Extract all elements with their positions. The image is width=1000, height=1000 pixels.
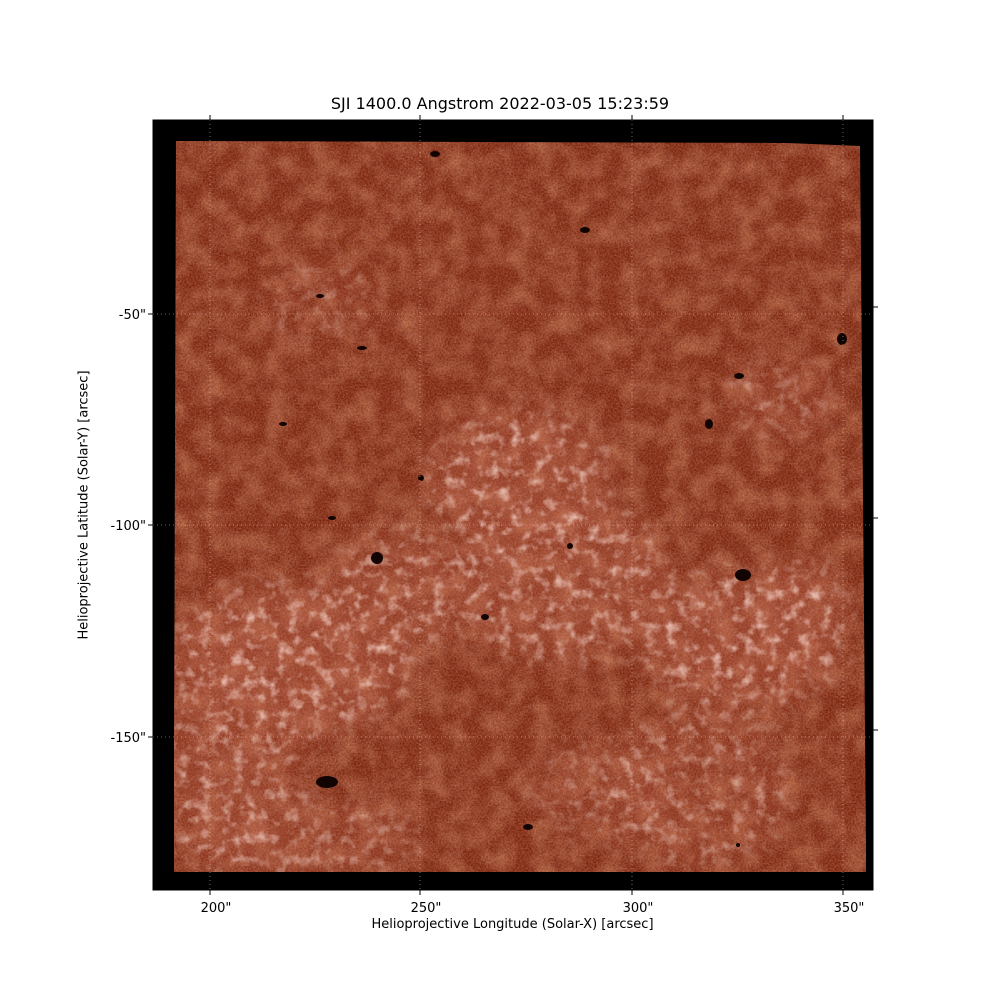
y-axis-label: Helioprojective Latitude (Solar-Y) [arcs… bbox=[76, 370, 92, 640]
y-tick-label-minus100: -100" bbox=[111, 519, 146, 534]
grid-lines bbox=[153, 120, 873, 890]
sji-data-area bbox=[174, 141, 866, 872]
axes-frame bbox=[152, 119, 874, 891]
y-tick-label-minus50: -50" bbox=[119, 308, 146, 323]
dark-artifacts bbox=[279, 151, 847, 847]
x-tick-label-300: 300" bbox=[623, 901, 654, 916]
x-axis-label: Helioprojective Longitude (Solar-X) [arc… bbox=[371, 917, 654, 932]
x-tick-label-250: 250" bbox=[411, 901, 442, 916]
x-axis bbox=[209, 115, 844, 895]
x-tick-label-200: 200" bbox=[201, 901, 232, 916]
y-axis bbox=[148, 306, 878, 738]
y-tick-label-minus150: -150" bbox=[111, 731, 146, 746]
plot-title: SJI 1400.0 Angstrom 2022-03-05 15:23:59 bbox=[330, 94, 670, 113]
x-tick-label-350: 350" bbox=[834, 901, 865, 916]
